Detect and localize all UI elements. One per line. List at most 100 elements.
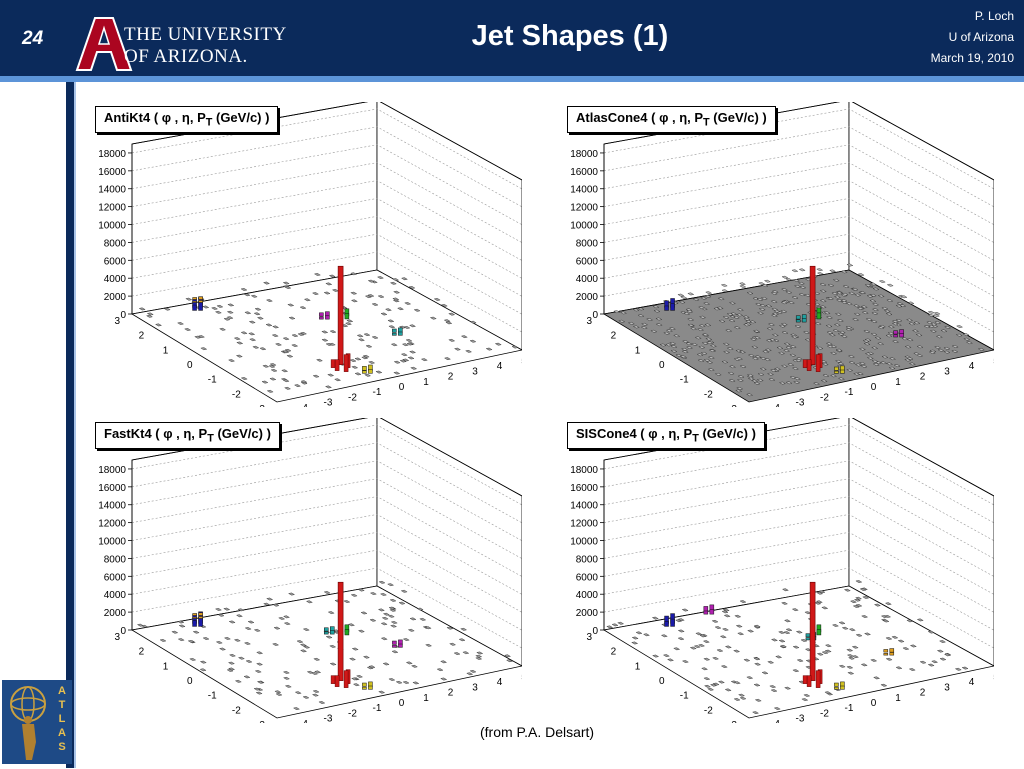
plot-panel-atlascone4: 0 2000 4000 6000 8000 10000 12000 14000 16000 180…: [564, 102, 994, 407]
background-cell: [730, 312, 738, 316]
background-cell: [178, 624, 186, 628]
background-cell: [244, 311, 252, 315]
background-cell: [880, 361, 888, 365]
background-cell: [265, 323, 273, 327]
background-cell: [857, 273, 865, 277]
background-cell: [765, 304, 773, 308]
z-tick-label: 6000: [576, 572, 599, 583]
background-cell: [351, 677, 359, 681]
background-cell: [769, 685, 777, 688]
background-cell: [214, 608, 222, 611]
background-cell: [827, 283, 835, 287]
cluster-bar: [664, 305, 669, 311]
z-tick-label: 6000: [104, 572, 127, 583]
background-cell: [635, 631, 643, 635]
slide-title: Jet Shapes (1): [471, 20, 669, 52]
y-tick-label: 0: [187, 676, 193, 687]
y-tick-label: 1: [163, 661, 169, 672]
background-cell: [768, 378, 776, 382]
z-tick-label: 8000: [104, 554, 127, 565]
background-cell: [262, 364, 270, 368]
x-tick-label: 2: [920, 372, 926, 383]
background-cell: [705, 337, 713, 341]
background-cell: [293, 707, 300, 711]
x-tick-label: -2: [820, 708, 829, 719]
cluster-bar: [816, 629, 822, 636]
cluster-bar: [664, 621, 669, 627]
background-cell: [729, 365, 736, 369]
background-cell: [697, 359, 705, 363]
background-cell: [766, 327, 774, 331]
background-cell: [765, 339, 773, 343]
x-tick-label: -1: [845, 387, 854, 398]
background-cell: [357, 629, 365, 633]
background-cell: [454, 347, 461, 351]
background-cell: [751, 379, 759, 383]
background-cell: [854, 293, 862, 297]
background-cell: [256, 316, 264, 320]
cluster-bar: [368, 681, 373, 687]
cluster-bar: [198, 296, 203, 300]
background-cell: [200, 347, 208, 351]
background-cell: [694, 336, 702, 340]
background-cell: [825, 316, 833, 319]
background-cell: [701, 341, 709, 345]
background-cell: [632, 325, 640, 329]
background-cell: [733, 698, 741, 701]
background-cell: [412, 681, 420, 685]
cluster-bar: [893, 330, 898, 335]
z-grid-line: [131, 442, 522, 524]
cluster-bar: [709, 609, 715, 615]
background-cell: [325, 385, 332, 389]
header-accent-rule: [0, 76, 1024, 82]
background-cell: [721, 610, 729, 614]
peak-bar: [809, 265, 816, 365]
background-cell: [329, 330, 337, 334]
background-cell: [870, 320, 878, 323]
background-cell: [785, 290, 793, 294]
x-tick-label: 1: [423, 693, 429, 704]
background-cell: [368, 665, 376, 669]
slide-meta: P. Loch U of Arizona March 19, 2010: [931, 6, 1014, 69]
background-cell: [291, 344, 299, 347]
background-cell: [655, 317, 663, 321]
background-cell: [640, 326, 648, 330]
background-cell: [916, 345, 924, 349]
z-tick-label: 16000: [98, 167, 126, 178]
background-cell: [402, 638, 410, 641]
background-cell: [283, 676, 290, 680]
background-cell: [929, 329, 937, 333]
cluster-bar: [801, 318, 807, 323]
background-cell: [870, 332, 878, 336]
background-cell: [403, 326, 411, 329]
background-cell: [682, 340, 690, 344]
background-cell: [282, 337, 290, 341]
y-tick-label: 3: [114, 632, 120, 643]
cluster-bar: [344, 629, 350, 636]
z-grid-line: [603, 549, 994, 631]
background-cell: [714, 626, 722, 629]
background-cell: [760, 296, 768, 300]
background-cell: [739, 282, 746, 286]
z-tick-label: 12000: [98, 203, 126, 214]
background-cell: [219, 327, 227, 331]
x-tick-label: 1: [423, 377, 429, 388]
background-cell: [356, 334, 364, 338]
background-cell: [794, 324, 802, 328]
background-cell: [722, 628, 729, 631]
x-tick-label: -1: [373, 703, 382, 714]
background-cell: [192, 630, 200, 634]
lego-plot-siscone4: 0 2000 4000 6000 8000 10000 12000 14000 16000 180…: [570, 418, 994, 723]
background-cell: [785, 346, 793, 350]
background-cell: [845, 326, 853, 329]
background-cell: [885, 334, 893, 338]
x-tick-label: 3: [472, 682, 478, 693]
background-cell: [349, 359, 357, 362]
background-cell: [758, 282, 766, 285]
y-tick-label: 2: [611, 647, 617, 658]
background-cell: [927, 310, 935, 314]
background-cell: [934, 346, 942, 349]
cluster-bar: [795, 319, 801, 323]
background-cell: [753, 329, 760, 333]
background-cell: [927, 630, 935, 634]
